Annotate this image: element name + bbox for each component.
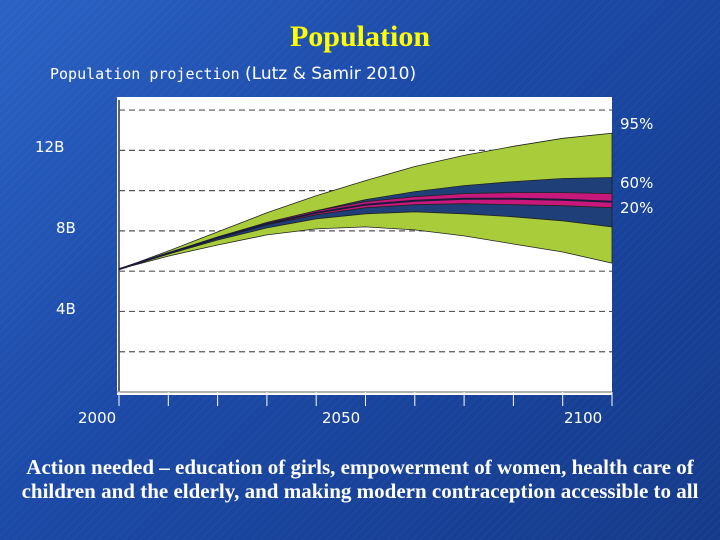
y-tick-label-12b: 12B [35, 138, 64, 156]
action-statement: Action needed – education of girls, empo… [21, 455, 699, 503]
population-chart: 12B 8B 4B 2000 2050 2100 95% 60% 20% [35, 100, 653, 427]
x-tick-label-2050: 2050 [322, 409, 360, 427]
subtitle-source-label: Population projection [50, 65, 240, 83]
legend-label-20: 20% [620, 199, 653, 217]
x-tick-label-2100: 2100 [564, 409, 602, 427]
y-tick-label-8b: 8B [56, 219, 76, 237]
y-tick-label-4b: 4B [56, 300, 76, 318]
median-line [118, 197, 613, 271]
legend-label-95: 95% [620, 115, 653, 133]
legend-label-60: 60% [620, 174, 653, 192]
subtitle-citation: (Lutz & Samir 2010) [239, 64, 417, 84]
chart-subtitle: Population projection (Lutz & Samir 2010… [50, 64, 416, 84]
x-tick-label-2000: 2000 [78, 409, 116, 427]
x-tick-marks [118, 392, 613, 406]
slide-title: Population [289, 20, 431, 53]
